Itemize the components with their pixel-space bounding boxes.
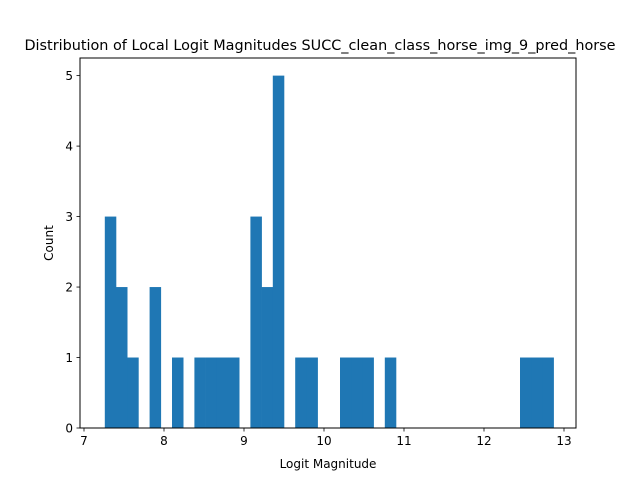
y-tick-label: 4: [65, 139, 73, 153]
histogram-bar-3: [149, 287, 162, 428]
histogram-bar-20: [542, 357, 554, 428]
x-tick-label: 8: [160, 434, 168, 448]
y-tick-label: 2: [65, 280, 73, 294]
histogram-bar-19: [531, 357, 543, 428]
x-tick-label: 11: [396, 434, 411, 448]
histogram-bar-18: [520, 357, 532, 428]
histogram-bar-10: [261, 287, 274, 428]
histogram-bar-5: [194, 357, 206, 428]
histogram-bar-4: [172, 357, 184, 428]
y-tick-label: 1: [65, 351, 73, 365]
histogram-bar-9: [250, 216, 262, 428]
y-tick-label: 0: [65, 421, 73, 435]
y-tick-label: 3: [65, 210, 73, 224]
histogram-bar-12: [295, 357, 307, 428]
histogram-bar-8: [228, 357, 240, 428]
histogram-bar-11: [272, 75, 285, 429]
histogram-bar-7: [216, 357, 229, 428]
x-axis: 7 8 9 10 11 12 13: [80, 428, 572, 448]
histogram-bar-2: [127, 357, 139, 428]
plot-frame: [79, 57, 577, 429]
histogram-bar-13: [306, 357, 318, 428]
histogram-bar-6: [205, 357, 218, 428]
chart-title: Distribution of Local Logit Magnitudes S…: [24, 38, 615, 54]
x-tick-label: 10: [316, 434, 331, 448]
histogram-bar-17: [384, 357, 397, 428]
histogram-bar-16: [362, 357, 374, 428]
y-axis: 0 1 2 3 4 5: [65, 69, 80, 435]
histogram-bar-1: [116, 287, 128, 428]
x-tick-label: 12: [476, 434, 491, 448]
histogram-bar-14: [340, 357, 352, 428]
bars-group: [104, 75, 554, 429]
x-tick-label: 7: [80, 434, 88, 448]
x-tick-label: 13: [556, 434, 571, 448]
y-axis-label: Count: [42, 225, 56, 261]
y-tick-label: 5: [65, 69, 73, 83]
histogram-bar-15: [351, 357, 363, 428]
x-tick-label: 9: [240, 434, 248, 448]
histogram-bar-0: [104, 216, 117, 428]
x-axis-label: Logit Magnitude: [280, 457, 377, 471]
